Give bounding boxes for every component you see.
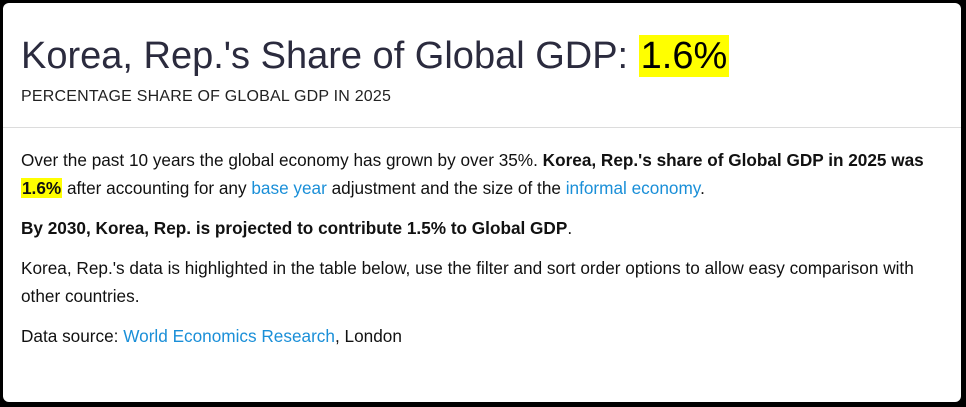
title-prefix: Korea, Rep.'s Share of Global GDP: bbox=[21, 35, 639, 77]
share-bold-lead: Korea, Rep.'s share of Global GDP in 202… bbox=[542, 150, 924, 170]
after-value-text: after accounting for any bbox=[62, 178, 252, 198]
title-highlight-value: 1.6% bbox=[638, 35, 730, 77]
paragraph-projection: By 2030, Korea, Rep. is projected to con… bbox=[21, 214, 943, 242]
paragraph-share-summary: Over the past 10 years the global econom… bbox=[21, 146, 943, 202]
article-body: Over the past 10 years the global econom… bbox=[3, 146, 961, 350]
intro-text: Over the past 10 years the global econom… bbox=[21, 150, 543, 170]
data-source-label: Data source: bbox=[21, 326, 124, 346]
world-economics-research-link[interactable]: World Economics Research bbox=[123, 326, 335, 346]
header-divider bbox=[3, 127, 961, 128]
paragraph-data-source: Data source: World Economics Research, L… bbox=[21, 322, 943, 350]
paragraph1-end: . bbox=[700, 178, 705, 198]
paragraph-table-note: Korea, Rep.'s data is highlighted in the… bbox=[21, 258, 914, 306]
page-header: Korea, Rep.'s Share of Global GDP: 1.6% … bbox=[3, 3, 961, 107]
informal-economy-link[interactable]: informal economy bbox=[565, 178, 701, 198]
projection-bold-text: By 2030, Korea, Rep. is projected to con… bbox=[21, 218, 568, 238]
middle-text: adjustment and the size of the bbox=[326, 178, 566, 198]
share-highlight-value: 1.6% bbox=[21, 178, 63, 198]
paragraph2-end: . bbox=[567, 218, 573, 238]
page-frame: Korea, Rep.'s Share of Global GDP: 1.6% … bbox=[3, 3, 961, 402]
data-source-suffix: , London bbox=[334, 326, 402, 346]
base-year-link[interactable]: base year bbox=[251, 178, 327, 198]
page-subtitle: PERCENTAGE SHARE OF GLOBAL GDP IN 2025 bbox=[21, 88, 392, 105]
page-title: Korea, Rep.'s Share of Global GDP: 1.6% bbox=[21, 33, 961, 79]
